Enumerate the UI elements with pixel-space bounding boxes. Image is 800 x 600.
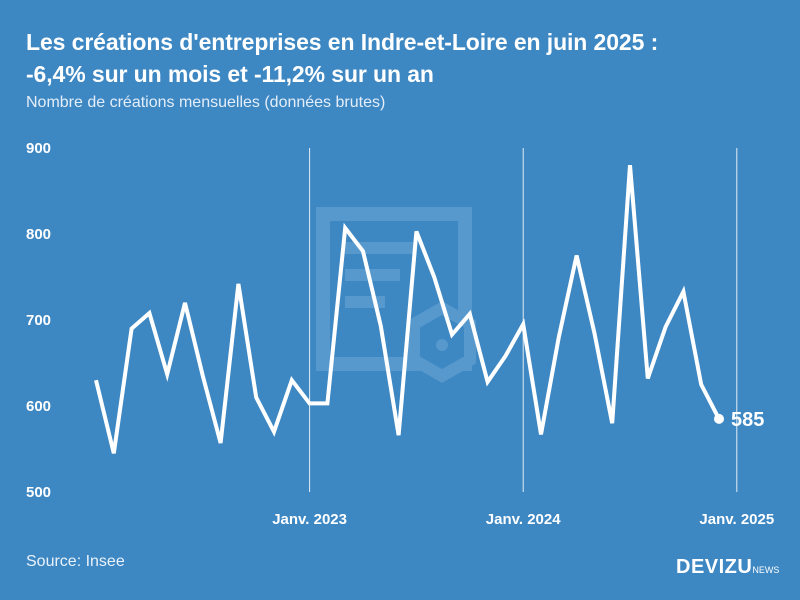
x-tick-label: Janv. 2025 <box>699 511 774 528</box>
y-tick-label: 900 <box>26 140 51 157</box>
chart-title-line-2: -6,4% sur un mois et -11,2% sur un an <box>26 61 434 87</box>
x-tick-label: Janv. 2023 <box>272 511 347 528</box>
series-line <box>94 165 721 454</box>
y-tick-label: 800 <box>26 226 51 243</box>
brand-suffix: NEWS <box>752 565 780 575</box>
brand-name: DEVIZU <box>676 556 753 578</box>
chart-title: Les créations d'entreprises en Indre-et-… <box>26 26 786 90</box>
y-tick-label: 500 <box>26 484 51 501</box>
last-value-label: 585 <box>731 409 764 431</box>
last-point-marker <box>714 413 724 424</box>
chart-title-line-1: Les créations d'entreprises en Indre-et-… <box>26 29 659 55</box>
source-note: Source: Insee <box>26 553 125 570</box>
brand-logo: DEVIZUNEWS <box>676 556 779 579</box>
x-tick-label: Janv. 2024 <box>486 511 561 528</box>
chart-subtitle: Nombre de créations mensuelles (données … <box>26 94 386 111</box>
document-watermark-icon <box>316 207 476 383</box>
y-tick-label: 700 <box>26 312 51 329</box>
y-tick-label: 600 <box>26 398 51 415</box>
